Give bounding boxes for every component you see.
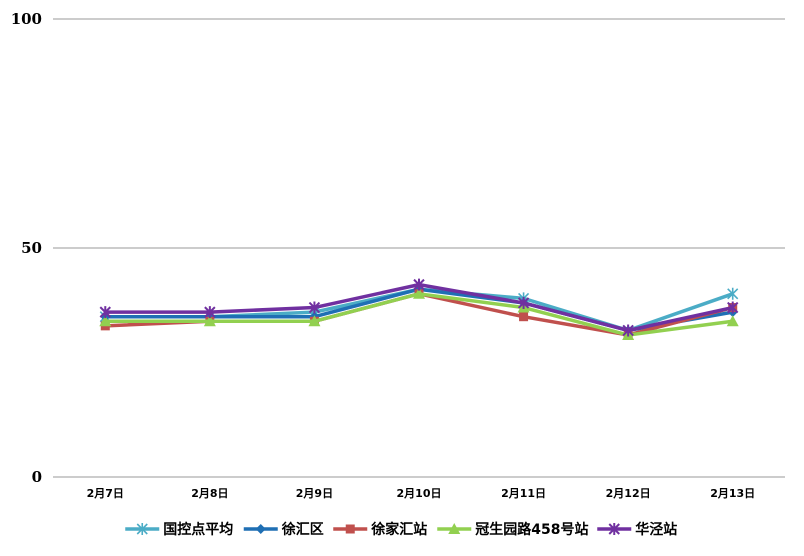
data-point-marker <box>519 312 529 322</box>
legend-item: 华泾站 <box>597 521 677 538</box>
data-point-marker <box>308 301 321 314</box>
data-point-marker <box>727 301 739 314</box>
legend-marker <box>136 523 148 535</box>
data-point-marker <box>622 324 634 337</box>
x-tick-label: 2月8日 <box>191 487 228 500</box>
legend-marker <box>255 524 266 534</box>
data-point-marker <box>517 296 530 309</box>
y-tick-label: 100 <box>11 10 42 28</box>
legend-marker <box>345 524 355 534</box>
legend-label: 冠生园路458号站 <box>475 521 588 538</box>
data-point-marker <box>726 315 739 327</box>
data-point-marker <box>99 315 112 327</box>
series-lines <box>99 278 739 341</box>
legend-label: 徐汇区 <box>281 521 324 538</box>
legend-label: 国控点平均 <box>163 521 233 538</box>
y-tick-label: 0 <box>32 468 42 486</box>
legend-label: 徐家汇站 <box>370 521 427 538</box>
x-tick-label: 2月11日 <box>501 487 546 500</box>
data-point-marker <box>99 306 111 319</box>
x-tick-label: 2月10日 <box>397 487 442 500</box>
data-point-marker <box>413 287 425 299</box>
y-axis-ticks: 0 50 100 <box>11 10 42 486</box>
data-point-marker <box>204 306 216 319</box>
x-tick-label: 2月12日 <box>606 487 651 500</box>
x-tick-label: 2月13日 <box>710 487 755 500</box>
data-point-marker <box>413 278 425 291</box>
x-tick-label: 2月9日 <box>296 487 333 500</box>
legend-item: 徐家汇站 <box>333 521 427 538</box>
x-axis-ticks: 2月7日 2月8日 2月9日 2月10日 2月11日 2月12日 2月13日 <box>87 487 756 500</box>
legend-item: 冠生园路458号站 <box>437 521 588 538</box>
legend-label: 华泾站 <box>635 521 677 538</box>
data-point-marker <box>308 315 321 327</box>
data-point-marker <box>203 315 216 327</box>
legend-item: 国控点平均 <box>125 521 233 538</box>
x-tick-label: 2月7日 <box>87 487 124 500</box>
y-tick-label: 50 <box>21 239 42 257</box>
series-4 <box>99 278 739 337</box>
legend: 国控点平均 徐汇区 徐家汇站 冠生园路458号站 华泾站 <box>125 521 677 538</box>
legend-marker <box>608 523 620 535</box>
series-3 <box>99 287 739 341</box>
legend-item: 徐汇区 <box>243 521 324 538</box>
data-point-marker <box>727 287 739 300</box>
gridlines <box>53 18 785 478</box>
legend-marker <box>448 523 461 534</box>
